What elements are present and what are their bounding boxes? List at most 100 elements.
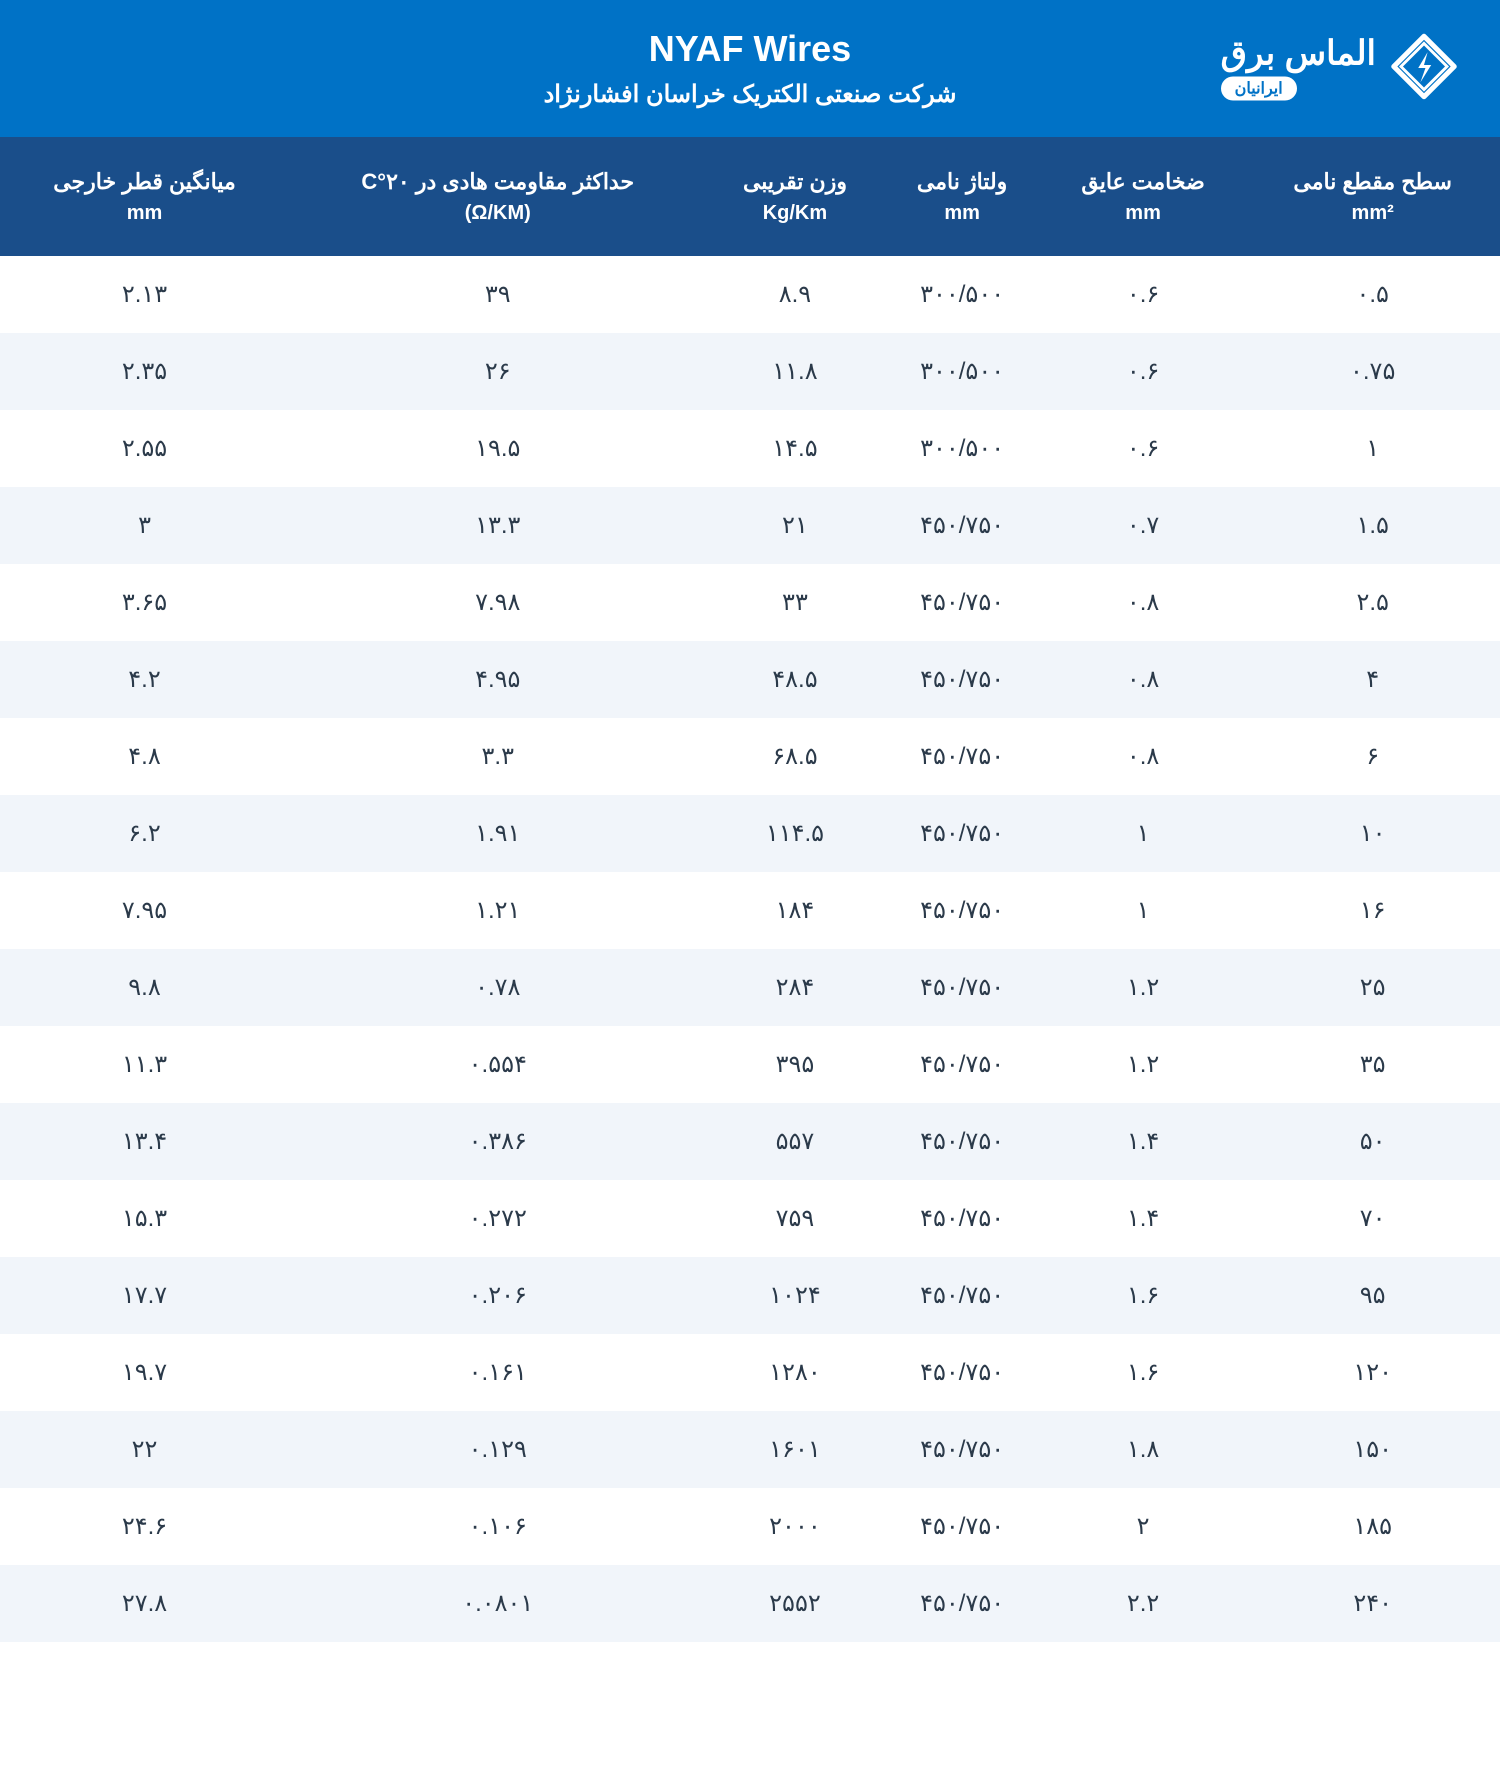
table-cell: ۴۵۰/۷۵۰ <box>883 1411 1040 1488</box>
table-cell: ۱۰۲۴ <box>707 1257 884 1334</box>
table-cell: ۲.۱۳ <box>0 256 289 333</box>
table-cell: ۴۵۰/۷۵۰ <box>883 1257 1040 1334</box>
table-row: ۰.۵۰.۶۳۰۰/۵۰۰۸.۹۳۹۲.۱۳ <box>0 256 1500 333</box>
table-cell: ۲۸۴ <box>707 949 884 1026</box>
table-cell: ۴۵۰/۷۵۰ <box>883 795 1040 872</box>
table-cell: ۷.۹۵ <box>0 872 289 949</box>
table-cell: ۳۹۵ <box>707 1026 884 1103</box>
table-cell: ۱.۵ <box>1245 487 1500 564</box>
column-label: میانگین قطر خارجی <box>53 169 236 194</box>
table-row: ۱۶۱۴۵۰/۷۵۰۱۸۴۱.۲۱۷.۹۵ <box>0 872 1500 949</box>
table-cell: ۳۵ <box>1245 1026 1500 1103</box>
table-cell: ۳ <box>0 487 289 564</box>
table-cell: ۲۵ <box>1245 949 1500 1026</box>
table-cell: ۱.۲ <box>1041 949 1246 1026</box>
table-cell: ۴۸.۵ <box>707 641 884 718</box>
table-cell: ۴.۹۵ <box>289 641 706 718</box>
table-cell: ۱۸۴ <box>707 872 884 949</box>
table-cell: ۲۷.۸ <box>0 1565 289 1642</box>
table-cell: ۰.۷۸ <box>289 949 706 1026</box>
table-wrapper: سطح مقطع نامیmm²ضخامت عایقmmولتاژ نامیmm… <box>0 137 1500 1642</box>
table-row: ۲۴۰۲.۲۴۵۰/۷۵۰۲۵۵۲۰.۰۸۰۱۲۷.۸ <box>0 1565 1500 1642</box>
table-cell: ۱۷.۷ <box>0 1257 289 1334</box>
table-row: ۳۵۱.۲۴۵۰/۷۵۰۳۹۵۰.۵۵۴۱۱.۳ <box>0 1026 1500 1103</box>
spec-table: سطح مقطع نامیmm²ضخامت عایقmmولتاژ نامیmm… <box>0 137 1500 1642</box>
table-cell: ۴۵۰/۷۵۰ <box>883 872 1040 949</box>
column-header: وزن تقریبیKg/Km <box>707 137 884 256</box>
column-unit: mm² <box>1255 198 1490 228</box>
table-cell: ۲ <box>1041 1488 1246 1565</box>
column-label: سطح مقطع نامی <box>1293 169 1452 194</box>
table-cell: ۲۵۵۲ <box>707 1565 884 1642</box>
table-cell: ۰.۳۸۶ <box>289 1103 706 1180</box>
table-cell: ۱ <box>1041 872 1246 949</box>
table-cell: ۱۹.۷ <box>0 1334 289 1411</box>
table-row: ۲.۵۰.۸۴۵۰/۷۵۰۳۳۷.۹۸۳.۶۵ <box>0 564 1500 641</box>
table-row: ۲۵۱.۲۴۵۰/۷۵۰۲۸۴۰.۷۸۹.۸ <box>0 949 1500 1026</box>
brand-logo: الماس برق ایرانیان <box>1221 30 1460 107</box>
column-label: حداکثر مقاومت هادی در C°۲۰ <box>361 169 634 194</box>
page-title: NYAF Wires <box>544 28 957 70</box>
table-header: سطح مقطع نامیmm²ضخامت عایقmmولتاژ نامیmm… <box>0 137 1500 256</box>
table-cell: ۴۵۰/۷۵۰ <box>883 1488 1040 1565</box>
table-cell: ۱۲۸۰ <box>707 1334 884 1411</box>
table-cell: ۱۱۴.۵ <box>707 795 884 872</box>
table-cell: ۶۸.۵ <box>707 718 884 795</box>
table-cell: ۰.۷۵ <box>1245 333 1500 410</box>
table-cell: ۱۸۵ <box>1245 1488 1500 1565</box>
table-cell: ۴۵۰/۷۵۰ <box>883 949 1040 1026</box>
table-cell: ۵۵۷ <box>707 1103 884 1180</box>
table-cell: ۱۱.۸ <box>707 333 884 410</box>
diamond-bolt-icon <box>1388 30 1460 107</box>
table-cell: ۱۶۰۱ <box>707 1411 884 1488</box>
table-cell: ۱.۶ <box>1041 1257 1246 1334</box>
table-row: ۹۵۱.۶۴۵۰/۷۵۰۱۰۲۴۰.۲۰۶۱۷.۷ <box>0 1257 1500 1334</box>
table-cell: ۰.۲۷۲ <box>289 1180 706 1257</box>
table-cell: ۴ <box>1245 641 1500 718</box>
table-cell: ۱ <box>1245 410 1500 487</box>
table-cell: ۲.۵۵ <box>0 410 289 487</box>
column-label: ضخامت عایق <box>1081 169 1204 194</box>
table-cell: ۴۵۰/۷۵۰ <box>883 1180 1040 1257</box>
table-cell: ۳.۳ <box>289 718 706 795</box>
column-unit: mm <box>1051 198 1236 228</box>
table-cell: ۲.۲ <box>1041 1565 1246 1642</box>
table-cell: ۶ <box>1245 718 1500 795</box>
table-cell: ۱.۶ <box>1041 1334 1246 1411</box>
table-cell: ۳۰۰/۵۰۰ <box>883 333 1040 410</box>
table-cell: ۰.۲۰۶ <box>289 1257 706 1334</box>
table-cell: ۰.۶ <box>1041 256 1246 333</box>
table-cell: ۳۹ <box>289 256 706 333</box>
table-body: ۰.۵۰.۶۳۰۰/۵۰۰۸.۹۳۹۲.۱۳۰.۷۵۰.۶۳۰۰/۵۰۰۱۱.۸… <box>0 256 1500 1642</box>
table-cell: ۰.۷ <box>1041 487 1246 564</box>
column-header: سطح مقطع نامی mm² <box>1245 137 1500 256</box>
table-cell: ۴۵۰/۷۵۰ <box>883 1565 1040 1642</box>
table-cell: ۷.۹۸ <box>289 564 706 641</box>
column-header: ولتاژ نامیmm <box>883 137 1040 256</box>
table-cell: ۹.۸ <box>0 949 289 1026</box>
table-cell: ۰.۸ <box>1041 718 1246 795</box>
table-cell: ۱.۹۱ <box>289 795 706 872</box>
column-header: حداکثر مقاومت هادی در C°۲۰(Ω/KM) <box>289 137 706 256</box>
table-cell: ۱۳.۳ <box>289 487 706 564</box>
column-unit: mm <box>893 198 1030 228</box>
table-row: ۱۵۰۱.۸۴۵۰/۷۵۰۱۶۰۱۰.۱۲۹۲۲ <box>0 1411 1500 1488</box>
table-cell: ۰.۵ <box>1245 256 1500 333</box>
table-cell: ۲۱ <box>707 487 884 564</box>
table-row: ۴۰.۸۴۵۰/۷۵۰۴۸.۵۴.۹۵۴.۲ <box>0 641 1500 718</box>
table-cell: ۲۴۰ <box>1245 1565 1500 1642</box>
table-cell: ۷۵۹ <box>707 1180 884 1257</box>
table-cell: ۰.۵۵۴ <box>289 1026 706 1103</box>
table-cell: ۴.۸ <box>0 718 289 795</box>
table-row: ۱.۵۰.۷۴۵۰/۷۵۰۲۱۱۳.۳۳ <box>0 487 1500 564</box>
table-cell: ۱۹.۵ <box>289 410 706 487</box>
table-cell: ۶.۲ <box>0 795 289 872</box>
logo-sub-text: ایرانیان <box>1221 77 1297 101</box>
table-cell: ۰.۱۰۶ <box>289 1488 706 1565</box>
table-cell: ۴۵۰/۷۵۰ <box>883 641 1040 718</box>
table-cell: ۴۵۰/۷۵۰ <box>883 564 1040 641</box>
table-cell: ۵۰ <box>1245 1103 1500 1180</box>
table-cell: ۱۴.۵ <box>707 410 884 487</box>
table-cell: ۰.۱۶۱ <box>289 1334 706 1411</box>
page-subtitle: شرکت صنعتی الکتریک خراسان افشارنژاد <box>544 80 957 109</box>
